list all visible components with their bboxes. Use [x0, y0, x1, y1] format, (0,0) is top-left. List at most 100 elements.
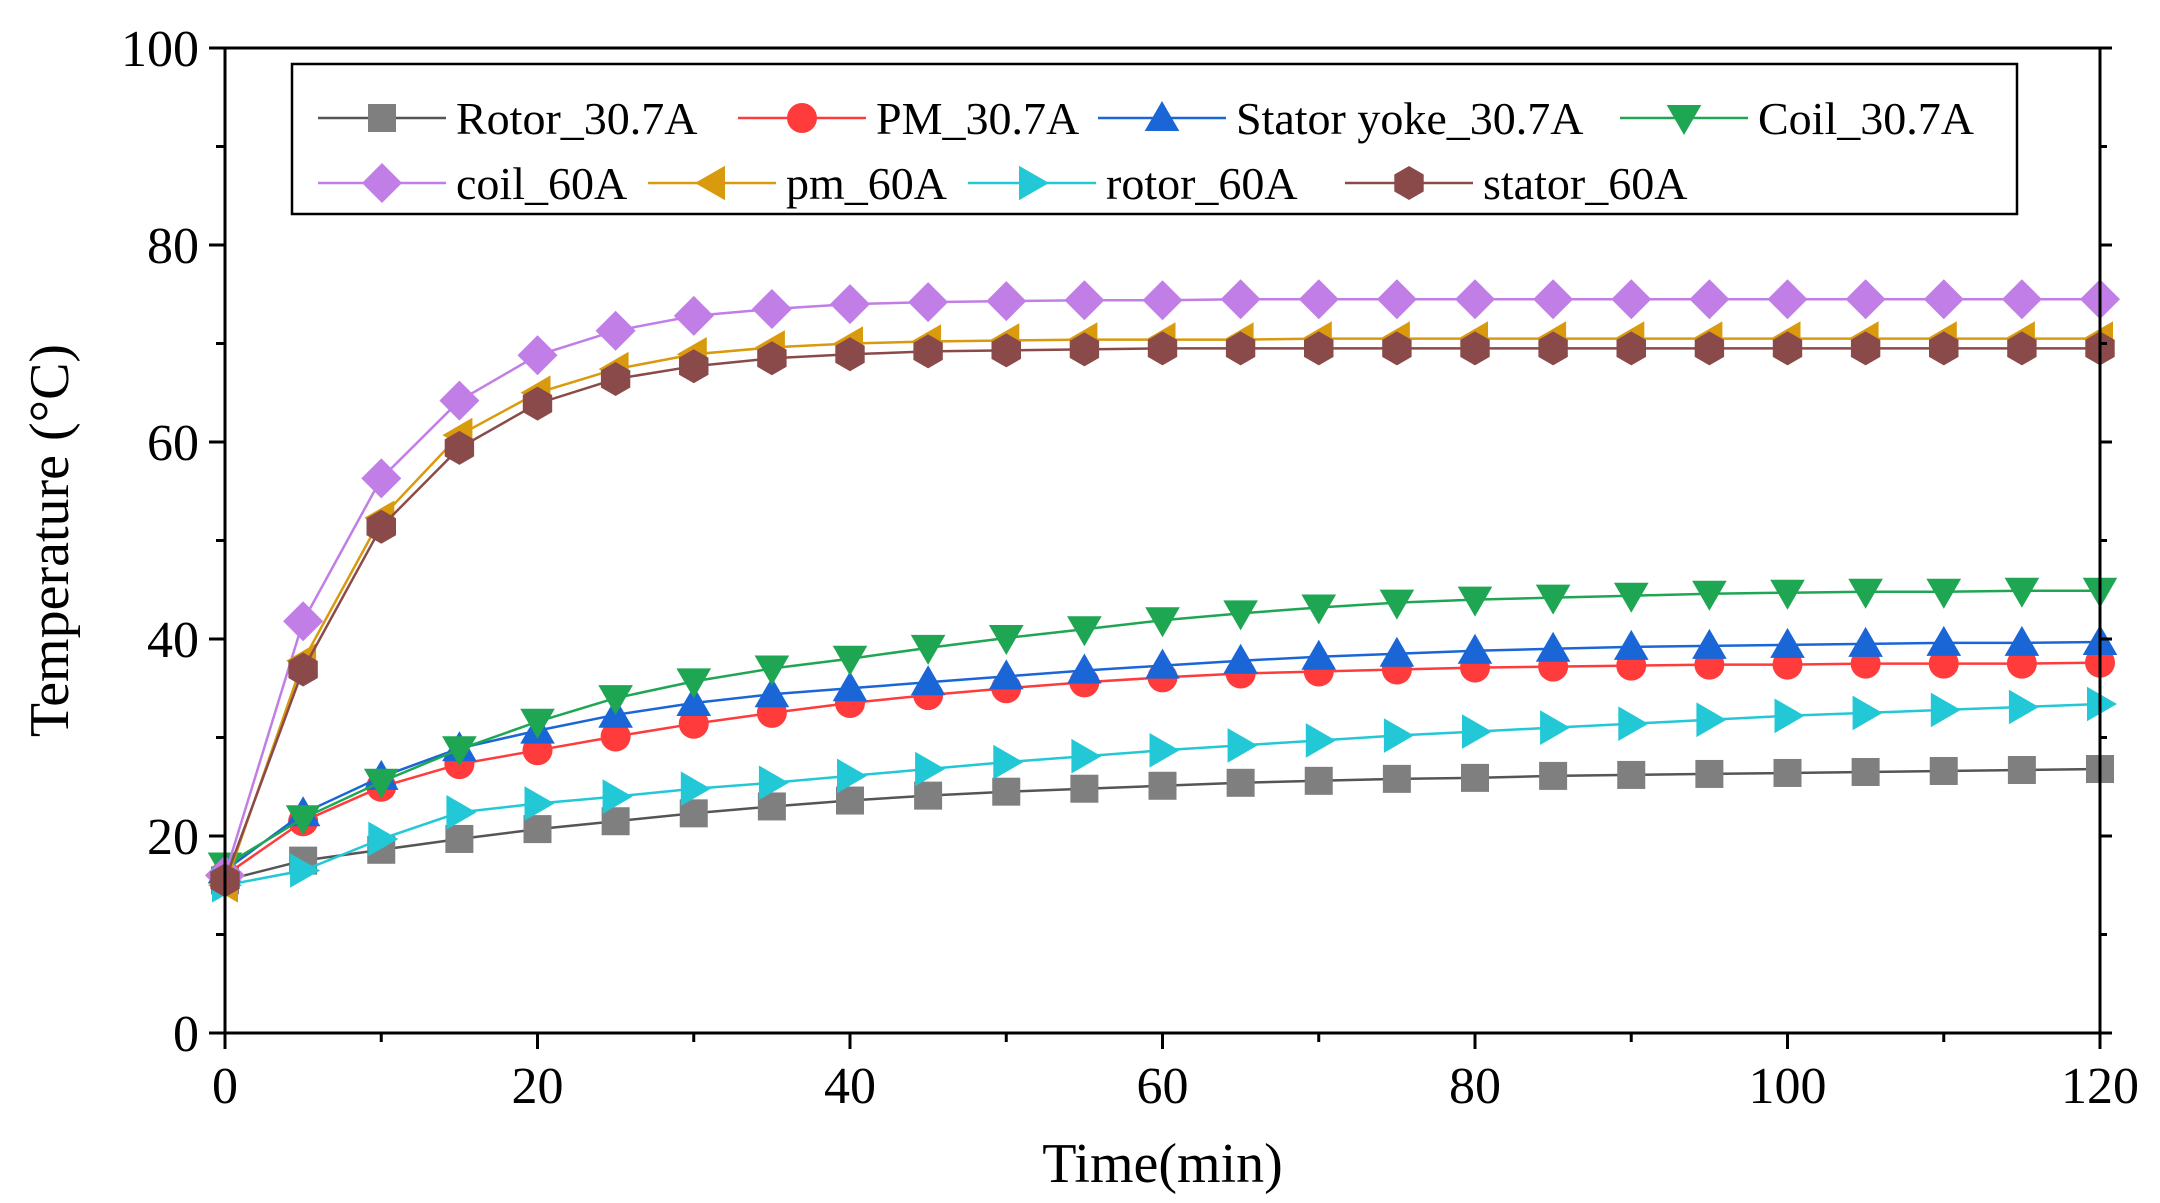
legend-marker [368, 104, 396, 132]
data-point [1379, 636, 1415, 667]
plot-area [205, 279, 2120, 903]
data-point [1301, 639, 1337, 670]
data-point [1539, 761, 1568, 790]
data-point [446, 795, 477, 830]
x-axis-title: Time(min) [1042, 1133, 1283, 1195]
data-point [598, 685, 633, 716]
data-point [366, 509, 396, 544]
data-point [524, 786, 555, 821]
data-point [283, 601, 324, 642]
data-point [1848, 578, 1883, 609]
data-point [1538, 331, 1568, 366]
data-point [290, 853, 321, 888]
y-tick-label: 80 [147, 218, 199, 275]
data-point [676, 668, 712, 699]
x-tick-label: 20 [512, 1058, 564, 1115]
series-coil-30-7a [207, 577, 2118, 883]
legend-entry: rotor_60A [968, 158, 1298, 209]
data-point [910, 634, 946, 665]
data-point [1926, 625, 1962, 656]
data-point [1850, 331, 1881, 366]
data-point [1773, 758, 1802, 787]
data-point [1928, 648, 1959, 679]
data-point [1611, 279, 1652, 320]
data-point [1223, 600, 1258, 631]
y-tick-label: 60 [147, 415, 199, 472]
legend-entry: Rotor_30.7A [318, 93, 698, 144]
data-point [1692, 580, 1727, 611]
data-point [439, 380, 480, 421]
data-point [1770, 627, 1805, 658]
legend-entry: PM_30.7A [738, 93, 1079, 144]
data-point [1304, 766, 1333, 795]
data-point [288, 652, 318, 687]
data-point [1845, 279, 1886, 320]
data-point [835, 337, 865, 372]
data-point [2087, 686, 2117, 722]
legend-label: Coil_30.7A [1758, 93, 1974, 144]
data-point [2006, 648, 2037, 679]
data-point [988, 659, 1024, 690]
x-tick-label: 80 [1449, 1058, 1501, 1115]
legend-marker [1144, 101, 1180, 131]
data-point [1617, 760, 1646, 789]
data-point [1067, 653, 1102, 684]
data-point [368, 821, 399, 857]
y-axis-title: Temperature (°C) [19, 344, 81, 737]
series-coil-60a [205, 279, 2120, 896]
series-rotor-60a [212, 686, 2117, 903]
data-point [910, 665, 946, 696]
data-point [1142, 280, 1183, 321]
data-point [1457, 586, 1493, 617]
data-point [2004, 625, 2040, 656]
data-point [991, 333, 1021, 368]
data-point [517, 335, 558, 376]
data-point [1851, 757, 1880, 786]
x-tick-label: 120 [2061, 1058, 2139, 1115]
data-point [2007, 331, 2037, 366]
data-point [988, 625, 1024, 655]
data-point [915, 751, 946, 787]
data-point [1148, 771, 1177, 800]
data-point [679, 349, 709, 384]
data-point [837, 758, 867, 794]
data-point [1145, 648, 1180, 679]
legend-label: pm_60A [786, 158, 947, 209]
data-point [1304, 331, 1334, 366]
data-point [522, 386, 553, 421]
data-point [1613, 582, 1649, 613]
data-point [1298, 279, 1339, 320]
data-point [1461, 763, 1489, 792]
legend-entry: stator_60A [1345, 158, 1687, 209]
data-point [1460, 331, 1490, 366]
y-tick-label: 0 [173, 1006, 199, 1063]
data-point [832, 645, 868, 676]
data-point [601, 807, 630, 836]
data-point [1535, 631, 1571, 662]
data-point [2008, 689, 2039, 725]
data-point [1382, 331, 1412, 366]
legend-label: coil_60A [456, 158, 627, 209]
data-point [908, 282, 949, 323]
data-point [1383, 718, 1414, 753]
data-point [1149, 733, 1180, 768]
data-point [595, 310, 636, 351]
data-point [1772, 331, 1803, 366]
data-point [445, 824, 474, 853]
x-tick-label: 100 [1749, 1058, 1827, 1115]
data-point [836, 786, 864, 815]
data-point [678, 708, 709, 739]
data-point [986, 281, 1027, 322]
data-point [2007, 756, 2036, 785]
data-point [673, 295, 714, 336]
data-point [444, 430, 475, 465]
data-point [2001, 279, 2042, 320]
data-point [1220, 279, 1261, 320]
data-point [1064, 280, 1105, 321]
data-point [1226, 768, 1255, 797]
data-point [913, 334, 943, 369]
data-point [1376, 279, 1417, 320]
data-point [1929, 756, 1958, 785]
data-point [1767, 279, 1808, 320]
